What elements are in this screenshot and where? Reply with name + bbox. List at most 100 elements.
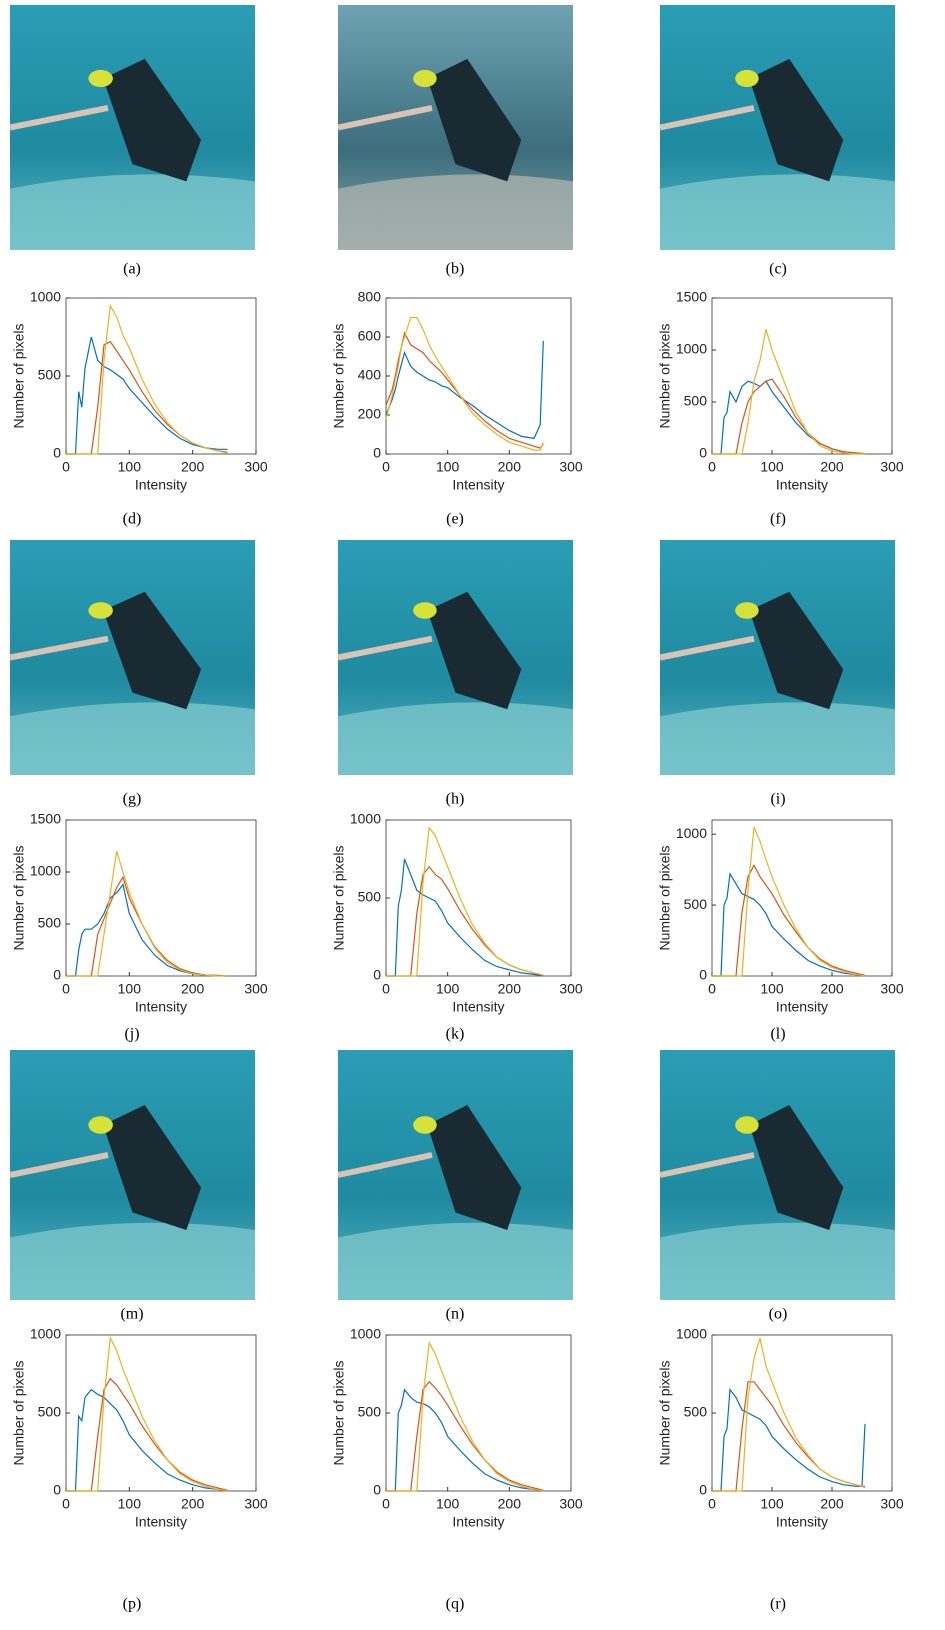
chart-caption: (p) xyxy=(123,1596,142,1613)
diver-mask xyxy=(735,69,759,88)
histogram-line xyxy=(386,1340,544,1492)
histogram-line xyxy=(712,1337,866,1492)
plot-frame xyxy=(385,1334,572,1492)
chart-caption: (r) xyxy=(770,1596,786,1613)
y-tick-label: 600 xyxy=(358,328,382,344)
histogram-line xyxy=(712,1387,866,1492)
y-tick-label: 1000 xyxy=(350,811,381,827)
x-axis-label: Intensity xyxy=(135,1514,187,1530)
y-tick-label: 200 xyxy=(358,406,382,422)
photo xyxy=(9,1050,255,1300)
seabed xyxy=(660,702,895,775)
histogram-line xyxy=(385,340,544,440)
histogram-line xyxy=(386,1388,544,1492)
diver-arm xyxy=(659,1152,755,1178)
y-tick-label: 500 xyxy=(684,1404,708,1420)
y-tick-label: 0 xyxy=(373,445,381,461)
y-tick-label: 1500 xyxy=(676,289,707,305)
y-tick-label: 800 xyxy=(358,289,382,305)
y-tick-label: 1000 xyxy=(676,1326,707,1342)
histogram-line xyxy=(66,336,228,455)
diver-arm xyxy=(9,104,109,131)
x-tick-label: 100 xyxy=(436,1496,460,1512)
x-tick-label: 100 xyxy=(118,1496,142,1512)
x-tick-label: 200 xyxy=(181,981,205,997)
x-tick-label: 300 xyxy=(559,981,583,997)
y-tick-label: 500 xyxy=(358,889,382,905)
x-axis-label: Intensity xyxy=(776,999,828,1015)
x-tick-label: 0 xyxy=(382,459,390,475)
histogram-line xyxy=(66,1388,228,1492)
diver-body xyxy=(103,58,202,182)
x-axis-label: Intensity xyxy=(776,1514,828,1530)
image-caption: (h) xyxy=(446,791,465,808)
diver-arm xyxy=(337,635,433,661)
x-axis-label: Intensity xyxy=(452,1514,504,1530)
diver-mask xyxy=(413,1116,437,1134)
x-tick-label: 300 xyxy=(880,1496,904,1512)
chart-caption: (j) xyxy=(124,1026,139,1043)
diver-arm xyxy=(9,1152,109,1178)
chart-caption: (f) xyxy=(770,511,786,528)
image-caption: (n) xyxy=(446,1306,465,1323)
y-tick-label: 0 xyxy=(699,967,707,983)
plot-frame xyxy=(65,1334,257,1492)
photo xyxy=(659,1050,895,1300)
diver-body xyxy=(749,58,844,182)
x-tick-label: 0 xyxy=(708,459,716,475)
diver-body xyxy=(103,591,202,710)
diver-mask xyxy=(735,602,759,619)
y-tick-label: 500 xyxy=(38,915,62,931)
y-axis-label: Number of pixels xyxy=(657,1360,673,1465)
x-axis-label: Intensity xyxy=(452,477,504,493)
x-axis-label: Intensity xyxy=(135,477,187,493)
y-tick-label: 1000 xyxy=(676,825,707,841)
diver-body xyxy=(427,591,522,710)
x-tick-label: 0 xyxy=(708,981,716,997)
photo xyxy=(659,5,895,250)
x-tick-label: 200 xyxy=(820,1496,844,1512)
x-tick-label: 0 xyxy=(62,459,70,475)
histogram-line xyxy=(712,329,865,455)
chart-caption: (q) xyxy=(446,1596,465,1613)
x-tick-label: 100 xyxy=(118,981,142,997)
y-axis-label: Number of pixels xyxy=(11,1360,27,1465)
diver-arm xyxy=(337,1152,433,1178)
x-tick-label: 300 xyxy=(559,459,583,475)
x-tick-label: 100 xyxy=(436,459,460,475)
diver-mask xyxy=(88,602,113,619)
image-caption: (a) xyxy=(123,261,141,278)
x-tick-label: 300 xyxy=(880,981,904,997)
diver-arm xyxy=(9,635,109,661)
x-axis-label: Intensity xyxy=(135,999,187,1015)
plot-frame xyxy=(65,297,257,455)
diver-arm xyxy=(337,104,433,131)
x-tick-label: 200 xyxy=(498,1496,522,1512)
x-tick-label: 300 xyxy=(559,1496,583,1512)
image-caption: (i) xyxy=(770,791,785,808)
seabed xyxy=(660,174,895,250)
chart-caption: (e) xyxy=(446,511,464,528)
x-tick-label: 200 xyxy=(498,459,522,475)
histogram-line xyxy=(66,1336,228,1492)
seabed xyxy=(338,1222,573,1300)
seabed xyxy=(338,702,573,775)
y-tick-label: 1000 xyxy=(676,341,707,357)
y-tick-label: 0 xyxy=(699,1482,707,1498)
plot-frame xyxy=(711,819,893,977)
plot-frame xyxy=(65,819,257,977)
plot-frame xyxy=(711,297,893,455)
x-tick-label: 100 xyxy=(760,1496,784,1512)
x-tick-label: 0 xyxy=(708,1496,716,1512)
y-tick-label: 500 xyxy=(684,896,708,912)
image-caption: (g) xyxy=(123,791,142,808)
y-axis-label: Number of pixels xyxy=(11,845,27,950)
diver-body xyxy=(103,1105,202,1230)
y-tick-label: 1000 xyxy=(350,1326,381,1342)
seabed xyxy=(660,1222,895,1300)
y-tick-label: 0 xyxy=(53,967,61,983)
photo xyxy=(337,5,573,250)
plot-frame xyxy=(385,819,572,977)
